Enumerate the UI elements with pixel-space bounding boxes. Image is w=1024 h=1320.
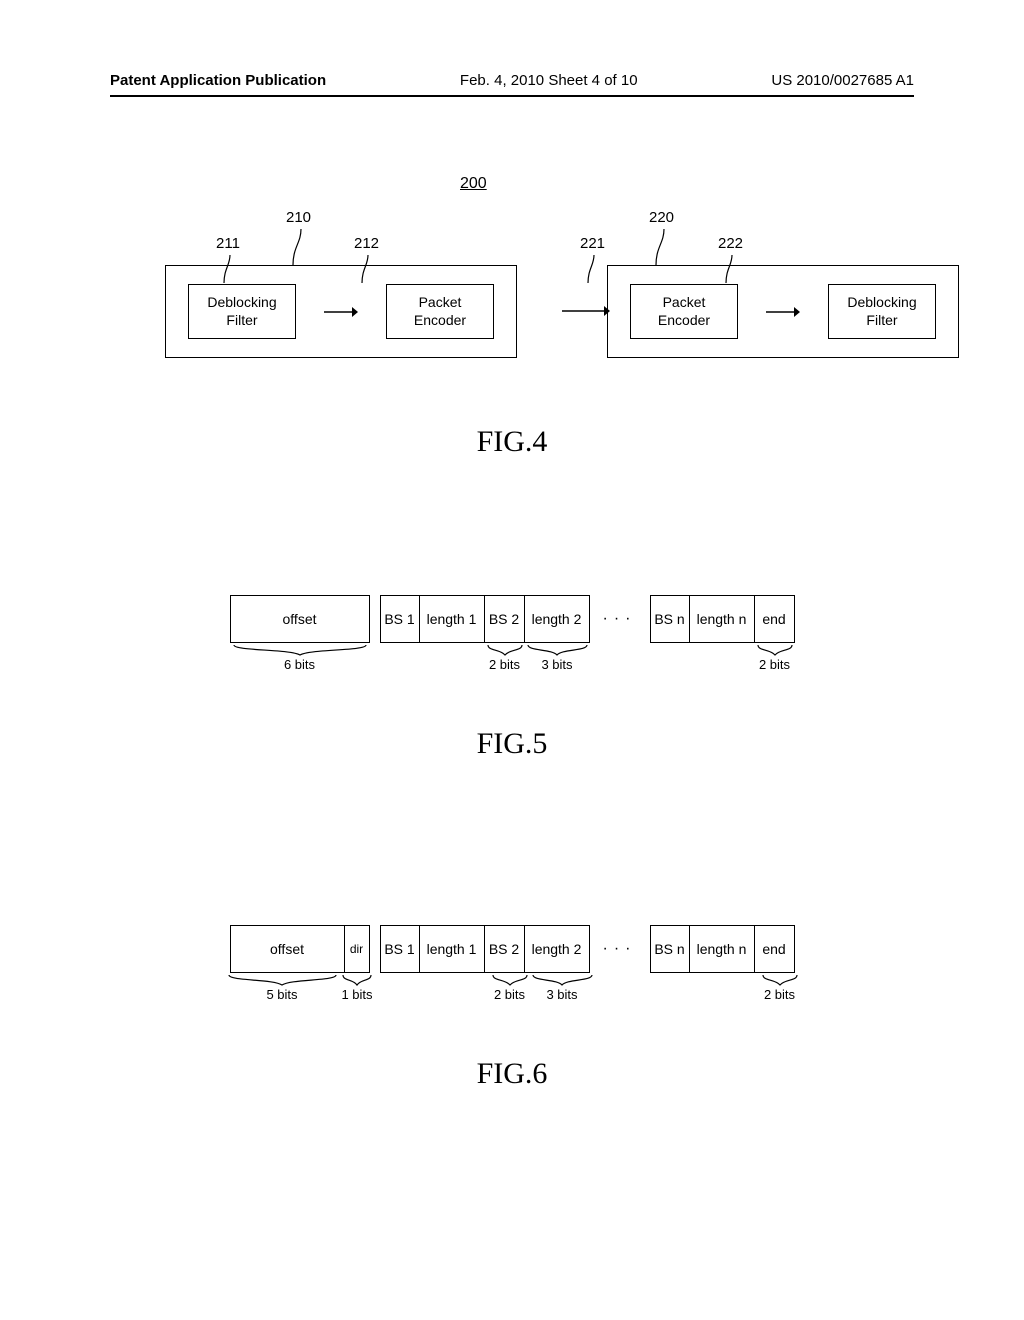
- lead-220: [654, 229, 674, 265]
- under-end: 2 bits: [759, 657, 790, 672]
- fig5-caption: FIG.5: [0, 727, 1024, 761]
- cell-end: end: [755, 595, 795, 643]
- cell-len2: length 2: [525, 925, 590, 973]
- ref-211: 211: [216, 235, 240, 252]
- encoder-group: DeblockingFilter PacketEncoder: [165, 265, 517, 358]
- brace-icon: [530, 973, 595, 987]
- fig4-row: DeblockingFilter PacketEncoder PacketEnc…: [165, 265, 959, 358]
- brace-icon: [225, 973, 340, 987]
- cell-len1: length 1: [420, 595, 485, 643]
- fig6-caption: FIG.6: [0, 1057, 1024, 1091]
- under-offset: 5 bits: [266, 987, 297, 1002]
- page-header: Patent Application Publication Feb. 4, 2…: [0, 0, 1024, 95]
- header-center: Feb. 4, 2010 Sheet 4 of 10: [460, 72, 638, 89]
- deblocking-filter-box-2: DeblockingFilter: [828, 284, 936, 339]
- fig4-caption: FIG.4: [0, 425, 1024, 459]
- ref-222: 222: [718, 235, 743, 252]
- lead-210: [291, 229, 311, 265]
- under-len2: 3 bits: [546, 987, 577, 1002]
- cell-bs1: BS 1: [380, 595, 420, 643]
- cell-bsn: BS n: [650, 925, 690, 973]
- header-left: Patent Application Publication: [110, 72, 326, 89]
- under-end: 2 bits: [764, 987, 795, 1002]
- under-dir: 1 bits: [341, 987, 372, 1002]
- cell-bs2: BS 2: [485, 925, 525, 973]
- brace-icon: [525, 643, 590, 657]
- fig5-packet-row: offset BS 1 length 1 BS 2 length 2 ··· B…: [0, 595, 1024, 643]
- header-right: US 2010/0027685 A1: [771, 72, 914, 89]
- fig6-packet-row: offset dir BS 1 length 1 BS 2 length 2 ·…: [0, 925, 1024, 973]
- deblocking-filter-box: DeblockingFilter: [188, 284, 296, 339]
- cell-bs1: BS 1: [380, 925, 420, 973]
- brace-icon: [755, 643, 795, 657]
- box1-label: DeblockingFilter: [207, 294, 276, 329]
- under-offset: 6 bits: [284, 657, 315, 672]
- brace-icon: [485, 643, 525, 657]
- cell-offset: offset: [230, 595, 370, 643]
- brace-icon: [760, 973, 800, 987]
- cell-bs2: BS 2: [485, 595, 525, 643]
- packet-encoder-box-2: PacketEncoder: [630, 284, 738, 339]
- cell-lenn: length n: [690, 925, 755, 973]
- under-bs2: 2 bits: [489, 657, 520, 672]
- cell-lenn: length n: [690, 595, 755, 643]
- ref-212: 212: [354, 235, 379, 252]
- packet-encoder-box: PacketEncoder: [386, 284, 494, 339]
- ref-221: 221: [580, 235, 605, 252]
- cell-offset: offset: [230, 925, 345, 973]
- brace-icon: [337, 973, 377, 987]
- decoder-group: PacketEncoder DeblockingFilter: [607, 265, 959, 358]
- brace-icon: [230, 643, 370, 657]
- fig5: offset BS 1 length 1 BS 2 length 2 ··· B…: [0, 595, 1024, 761]
- ref-220: 220: [649, 209, 674, 226]
- cell-len2: length 2: [525, 595, 590, 643]
- box2-label: PacketEncoder: [414, 294, 466, 329]
- under-len2: 3 bits: [541, 657, 572, 672]
- ref-210: 210: [286, 209, 311, 226]
- fig6-under-row: 5 bits 1 bits 2 bits 3 bits 2 bits: [0, 973, 1024, 1002]
- fig6: offset dir BS 1 length 1 BS 2 length 2 ·…: [0, 925, 1024, 1091]
- arrow-icon: [324, 306, 358, 318]
- cell-bsn: BS n: [650, 595, 690, 643]
- cell-len1: length 1: [420, 925, 485, 973]
- ref-200: 200: [460, 175, 487, 193]
- ellipsis: ···: [590, 610, 650, 628]
- box3-label: PacketEncoder: [658, 294, 710, 329]
- fig5-under-row: 6 bits 2 bits 3 bits 2 bits: [0, 643, 1024, 672]
- arrow-icon: [562, 265, 610, 358]
- box4-label: DeblockingFilter: [847, 294, 916, 329]
- cell-dir: dir: [345, 925, 370, 973]
- under-bs2: 2 bits: [494, 987, 525, 1002]
- brace-icon: [490, 973, 530, 987]
- arrow-icon: [766, 306, 800, 318]
- cell-end: end: [755, 925, 795, 973]
- header-rule: [110, 95, 914, 97]
- ellipsis: ···: [590, 940, 650, 958]
